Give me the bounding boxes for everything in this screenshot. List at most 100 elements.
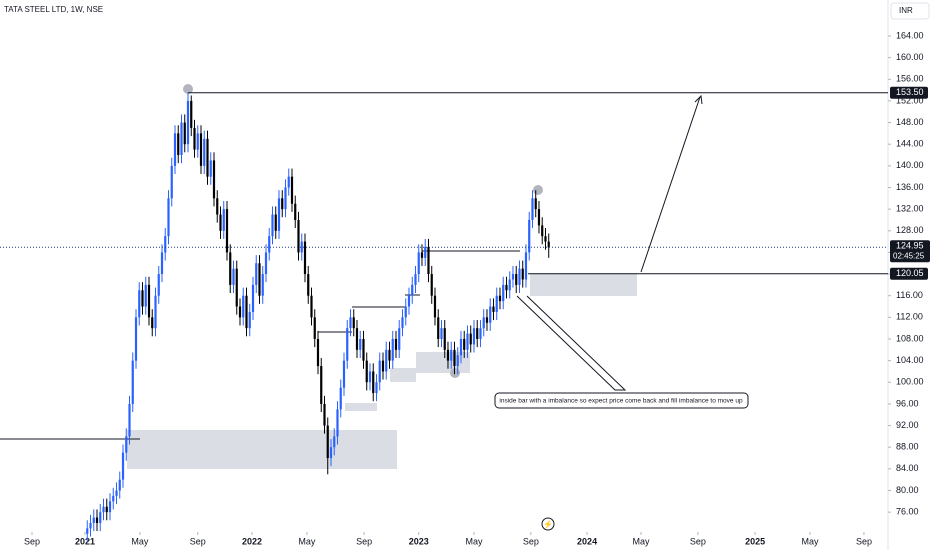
x-tick-label: May: [801, 536, 819, 546]
candle-body: [206, 138, 209, 177]
candle-body: [193, 127, 196, 150]
candle-body: [456, 355, 459, 367]
candle-body: [544, 236, 547, 242]
candle-body: [138, 290, 141, 318]
last-price-label: 124.95: [896, 241, 924, 251]
candle-body: [359, 338, 362, 350]
candle-body: [271, 214, 274, 237]
candle-body: [355, 328, 359, 350]
candle-body: [307, 274, 310, 296]
candle-body: [352, 317, 355, 329]
candle-body: [531, 198, 534, 220]
candle-body: [99, 512, 102, 523]
candle-body: [128, 403, 131, 437]
candle-body: [463, 338, 466, 350]
x-tick-label: 2023: [409, 536, 429, 546]
candle-body: [479, 328, 482, 339]
callout-box: [494, 392, 749, 409]
candle-body: [326, 425, 329, 459]
y-tick-label: 160.00: [896, 52, 924, 62]
candle-body: [147, 284, 151, 318]
price-label: 153.50: [896, 87, 924, 97]
x-tick-label: Sep: [24, 536, 40, 546]
candle-body: [320, 366, 323, 404]
candle-body: [372, 371, 375, 394]
currency-button[interactable]: [890, 2, 930, 20]
candle-body: [258, 263, 261, 296]
y-tick-label: 88.00: [896, 442, 919, 452]
y-tick-label: 152.00: [896, 95, 924, 105]
candle-body: [261, 274, 264, 296]
candle-body: [300, 241, 303, 253]
candle-body: [277, 198, 281, 231]
candle-body: [190, 100, 193, 128]
candle-body: [394, 338, 398, 350]
marker-circle: [183, 84, 193, 94]
candle-body: [511, 274, 515, 280]
candle-body: [437, 317, 440, 339]
candle-body: [521, 268, 524, 280]
candle-body: [274, 214, 277, 231]
drawings: inside bar with a imbalance so expect pr…: [0, 84, 749, 531]
candle-body: [427, 247, 430, 275]
candle-body: [459, 338, 463, 356]
candle-body: [482, 317, 485, 329]
candle-body: [541, 225, 544, 237]
candle-body: [472, 328, 476, 345]
candle-body: [219, 214, 222, 231]
candle-body: [404, 306, 407, 318]
y-tick-label: 112.00: [896, 312, 923, 322]
x-tick-label: Sep: [523, 536, 539, 546]
candle-body: [381, 360, 385, 372]
x-tick-label: May: [465, 536, 483, 546]
imbalance-zone: [530, 273, 637, 296]
x-tick-label: Sep: [356, 536, 372, 546]
candle-body: [245, 295, 248, 329]
candle-body: [242, 295, 245, 318]
y-tick-label: 104.00: [896, 355, 924, 365]
candle-body: [313, 317, 316, 339]
candle-body: [167, 198, 170, 237]
candle-body: [310, 295, 313, 318]
events-icon[interactable]: [541, 517, 555, 531]
x-tick-label: 2024: [577, 536, 597, 546]
candle-body: [183, 122, 186, 145]
candle-body: [342, 360, 346, 388]
candle-body: [290, 176, 294, 204]
candle-body: [209, 160, 212, 177]
x-tick-label: 2021: [75, 536, 95, 546]
candle-body: [385, 349, 388, 372]
y-tick-label: 96.00: [896, 398, 919, 408]
candle-body: [225, 209, 229, 253]
x-tick-label: May: [298, 536, 316, 546]
candle-body: [180, 122, 183, 156]
candle-body: [401, 317, 404, 329]
y-tick-label: 108.00: [896, 333, 924, 343]
price-label-box: [890, 267, 928, 280]
y-tick-label: 100.00: [896, 377, 924, 387]
y-tick-label: 164.00: [896, 30, 924, 40]
imbalance-zone: [345, 403, 377, 411]
callout-pointer: [516, 295, 627, 391]
candle-body: [537, 209, 541, 226]
candle-body: [105, 506, 108, 513]
y-tick-label: 144.00: [896, 139, 924, 149]
candle-body: [411, 284, 414, 296]
candle-body: [125, 436, 128, 453]
candle-body: [108, 501, 112, 513]
imbalance-zone: [127, 430, 397, 469]
x-tick-label: May: [131, 536, 149, 546]
candle-body: [232, 268, 235, 285]
candle-body: [365, 360, 368, 383]
candle-body: [515, 274, 518, 285]
y-tick-label: 132.00: [896, 204, 924, 214]
candle-body: [134, 317, 138, 361]
y-tick-label: 92.00: [896, 420, 919, 430]
candle-body: [417, 252, 420, 275]
candle-body: [414, 274, 417, 285]
candle-body: [433, 295, 437, 318]
candle-body: [316, 338, 320, 367]
candle-body: [505, 284, 508, 291]
candle-body: [339, 387, 342, 410]
